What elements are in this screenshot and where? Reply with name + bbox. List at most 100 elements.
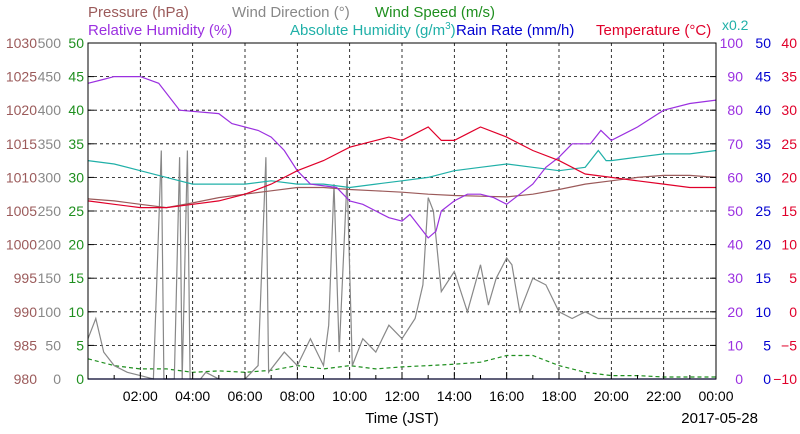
x-tick-label: 16:00 — [489, 388, 524, 404]
legend-unit: (mm/h) — [527, 22, 575, 39]
legend-unit: (hPa) — [152, 4, 189, 21]
y-tick-label: 500 — [38, 35, 62, 51]
y-tick-label: 1030 — [6, 35, 37, 51]
x-tick-label: 06:00 — [227, 388, 262, 404]
y-tick-label: 50 — [727, 203, 743, 219]
y-tick-label: 350 — [38, 136, 62, 152]
y-tick-label: 35 — [781, 69, 797, 85]
y-tick-label: 990 — [14, 304, 38, 320]
y-tick-label: 25 — [68, 203, 84, 219]
y-tick-label: 30 — [781, 102, 797, 118]
y-tick-label: 250 — [38, 203, 62, 219]
legend-unit: (°) — [334, 4, 350, 21]
x-tick-label: 14:00 — [437, 388, 472, 404]
y-tick-label: 50 — [45, 337, 61, 353]
legend-series-name: Temperature — [596, 22, 684, 39]
y-tick-label: 90 — [727, 69, 743, 85]
y-tick-label: −5 — [781, 337, 797, 353]
y-tick-label: 1015 — [6, 136, 37, 152]
y-tick-label: 100 — [38, 304, 62, 320]
legend-unit-superscript: 3 — [445, 21, 451, 32]
y-tick-label: 1005 — [6, 203, 37, 219]
x-axis: 02:00 04:00 06:00 08:00 10:00 12:00 14:00 16:00… — [113, 372, 734, 404]
y-tick-label: 0 — [76, 371, 84, 387]
y-tick-label: 35 — [68, 136, 84, 152]
y-tick-label: 70 — [727, 136, 743, 152]
y-tick-label: 25 — [755, 203, 771, 219]
y-tick-label: 1020 — [6, 102, 37, 118]
y-tick-label: 30 — [727, 270, 743, 286]
legend-item: Wind Speed (m/s) — [375, 4, 495, 21]
legend-unit: (m/s) — [461, 4, 495, 21]
series-line-relative-humidity — [87, 76, 717, 239]
y-tick-label: 20 — [781, 169, 797, 185]
legend-item: Temperature (°C) — [596, 22, 711, 39]
y-tick-label: 450 — [38, 69, 62, 85]
legend-series-name: Pressure — [88, 4, 152, 21]
legend-unit: (°C) — [684, 22, 711, 39]
legend: Pressure (hPa) Wind Direction (°) Wind Spe… — [88, 4, 711, 39]
y-tick-label: 5 — [789, 270, 797, 286]
y-tick-label: 40 — [68, 102, 84, 118]
legend-item: Absolute Humidity (g/m3) — [290, 21, 456, 39]
y-tick-label: 5 — [763, 337, 771, 353]
x-axis-label: Time (JST) — [365, 410, 439, 427]
y-tick-label: 40 — [781, 35, 797, 51]
y-tick-label: 15 — [781, 203, 797, 219]
y-tick-label: 985 — [14, 337, 38, 353]
x-tick-label: 12:00 — [384, 388, 419, 404]
y-tick-label: 45 — [68, 69, 84, 85]
y-tick-label: 10 — [781, 237, 797, 253]
y-tick-label: 0 — [53, 371, 61, 387]
y-tick-label: 20 — [755, 237, 771, 253]
y-tick-label: 50 — [68, 35, 84, 51]
legend-series-name: Relative Humidity — [88, 22, 209, 39]
y-tick-label: 995 — [14, 270, 38, 286]
y-tick-label: 60 — [727, 169, 743, 185]
series-line-temperature — [87, 126, 716, 209]
y-tick-label: 20 — [727, 304, 743, 320]
y-tick-label: 10 — [727, 337, 743, 353]
abs-humidity-scale-note: x0.2 — [722, 17, 749, 33]
y-tick-label: 45 — [755, 69, 771, 85]
y-tick-label: 10 — [755, 304, 771, 320]
y-tick-label: 1000 — [6, 237, 37, 253]
y-tick-label: 50 — [755, 35, 771, 51]
x-tick-label: 02:00 — [123, 388, 158, 404]
y-axes: 1030102510201015101010051000995990985980… — [6, 35, 797, 387]
y-tick-label: 40 — [727, 237, 743, 253]
y-tick-label: 10 — [68, 304, 84, 320]
legend-item: Relative Humidity (%) — [88, 22, 232, 39]
legend-item: Rain Rate (mm/h) — [456, 22, 574, 39]
legend-series-name: Wind Speed — [375, 4, 461, 21]
y-tick-label: 5 — [76, 337, 84, 353]
y-tick-label: 400 — [38, 102, 62, 118]
series-line-pressure — [87, 174, 717, 209]
series-line-absolute-humidity — [87, 149, 717, 189]
y-tick-label: 80 — [727, 102, 743, 118]
y-tick-label: 300 — [38, 169, 62, 185]
y-tick-label: 0 — [763, 371, 771, 387]
y-tick-label: 0 — [735, 371, 743, 387]
x-tick-label: 18:00 — [541, 388, 576, 404]
y-tick-label: 15 — [755, 270, 771, 286]
y-tick-label: 1010 — [6, 169, 37, 185]
x-tick-label: 22:00 — [646, 388, 681, 404]
grid — [88, 43, 716, 379]
y-tick-label: 150 — [38, 270, 62, 286]
y-tick-label: 35 — [755, 136, 771, 152]
x-tick-label: 00:00 — [698, 388, 733, 404]
legend-series-name: Absolute Humidity — [290, 22, 415, 39]
legend-unit: (%) — [209, 22, 232, 39]
legend-item: Pressure (hPa) — [88, 4, 189, 21]
y-tick-label: 20 — [68, 237, 84, 253]
legend-series-name: Wind Direction — [232, 4, 334, 21]
legend-unit: (g/m — [415, 22, 445, 39]
y-tick-label: 100 — [720, 35, 744, 51]
y-tick-label: −10 — [773, 371, 797, 387]
y-tick-label: 1025 — [6, 69, 37, 85]
x-tick-label: 10:00 — [332, 388, 367, 404]
y-tick-label: 980 — [14, 371, 38, 387]
y-tick-label: 40 — [755, 102, 771, 118]
